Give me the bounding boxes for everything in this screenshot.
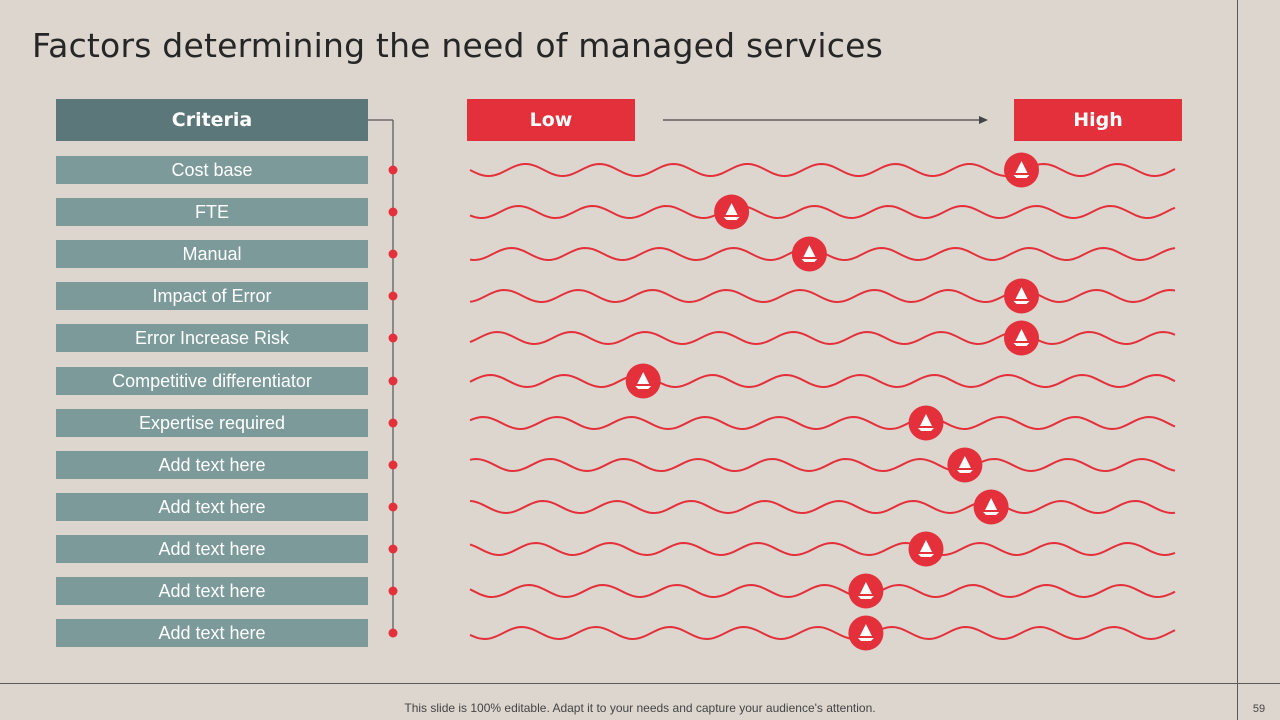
rating-marker [625, 363, 661, 399]
boat-hull-icon [635, 386, 652, 389]
rating-track [469, 499, 1176, 515]
boat-hull-icon [857, 596, 874, 599]
boat-icon [920, 540, 932, 552]
boat-icon [1015, 329, 1028, 341]
criteria-item: FTE [56, 198, 368, 226]
connector-dot [388, 165, 398, 175]
rating-track [469, 330, 1176, 346]
scale-arrow-head [979, 116, 988, 124]
criteria-header: Criteria [56, 99, 368, 141]
boat-icon [859, 582, 872, 594]
boat-hull-icon [801, 259, 818, 262]
criteria-item: Impact of Error [56, 282, 368, 310]
boat-icon [1015, 161, 1028, 173]
criteria-item: Expertise required [56, 409, 368, 437]
boat-hull-icon [723, 217, 740, 220]
boat-hull-icon [1013, 343, 1030, 346]
criteria-item: Manual [56, 240, 368, 268]
criteria-item: Add text here [56, 577, 368, 605]
rating-marker [714, 194, 750, 230]
criteria-item: Competitive differentiator [56, 367, 368, 395]
rating-marker [791, 236, 827, 272]
rating-track [469, 457, 1176, 473]
high-label: High [1014, 99, 1182, 141]
rating-marker [848, 615, 884, 651]
rating-track [469, 541, 1176, 557]
rating-track [469, 162, 1176, 178]
rating-track [469, 625, 1176, 641]
page-title: Factors determining the need of managed … [32, 26, 884, 65]
footer-note: This slide is 100% editable. Adapt it to… [404, 701, 876, 715]
connector-dot [388, 418, 398, 428]
connector-dot [388, 502, 398, 512]
right-divider [1237, 0, 1238, 720]
boat-icon [637, 372, 650, 384]
rating-track [469, 373, 1176, 389]
connector-dot [388, 586, 398, 596]
connector-dot [388, 333, 398, 343]
boat-icon [803, 245, 816, 257]
connector-dot [388, 628, 398, 638]
boat-icon [958, 456, 971, 468]
connector-dot [388, 207, 398, 217]
boat-hull-icon [918, 554, 934, 557]
connector-dot [388, 376, 398, 386]
rating-track [469, 583, 1176, 599]
rating-track [469, 288, 1176, 304]
boat-icon [725, 203, 738, 215]
criteria-item: Add text here [56, 535, 368, 563]
criteria-item: Add text here [56, 451, 368, 479]
connector-dot [388, 291, 398, 301]
rating-marker [1004, 320, 1039, 356]
boat-hull-icon [1013, 301, 1030, 304]
boat-icon [859, 624, 872, 636]
bottom-divider [0, 683, 1280, 684]
boat-hull-icon [956, 470, 973, 473]
boat-hull-icon [1013, 175, 1030, 178]
low-label: Low [467, 99, 635, 141]
rating-marker [908, 405, 944, 441]
criteria-item: Cost base [56, 156, 368, 184]
rating-marker [973, 489, 1009, 525]
rating-marker [1004, 152, 1039, 188]
boat-icon [1015, 287, 1028, 299]
boat-icon [920, 414, 932, 426]
connector-dot [388, 460, 398, 470]
rating-marker [1004, 278, 1039, 314]
rating-track [469, 204, 1176, 220]
rating-marker [947, 447, 983, 483]
boat-icon [985, 498, 998, 510]
boat-hull-icon [857, 638, 874, 641]
boat-hull-icon [983, 512, 1000, 515]
page-number: 59 [1252, 703, 1266, 715]
boat-hull-icon [918, 428, 934, 431]
connector-dot [388, 249, 398, 259]
criteria-item: Add text here [56, 619, 368, 647]
rating-track [469, 415, 1176, 431]
rating-marker [848, 573, 884, 609]
connector-dot [388, 544, 398, 554]
rating-marker [908, 531, 944, 567]
criteria-item: Add text here [56, 493, 368, 521]
criteria-item: Error Increase Risk [56, 324, 368, 352]
